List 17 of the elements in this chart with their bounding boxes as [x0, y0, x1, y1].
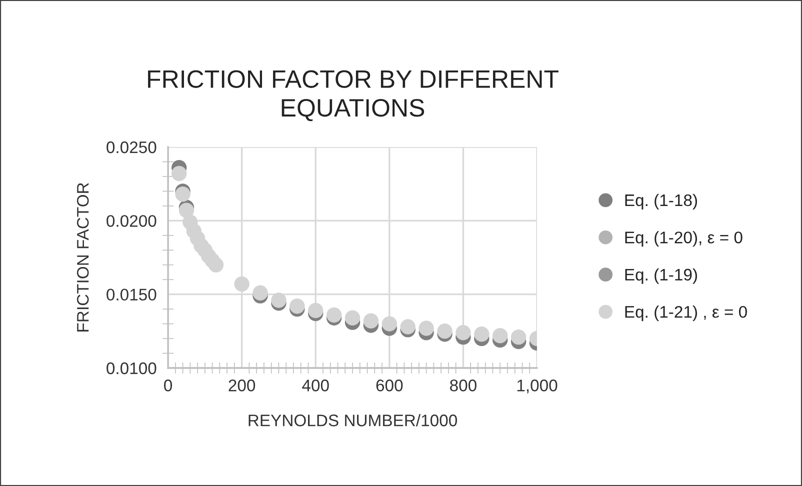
x-tick-label: 800 — [450, 380, 476, 392]
legend-label: Eq. (1-21) , ε = 0 — [625, 306, 747, 322]
x-tick-label: 0 — [164, 380, 172, 392]
y-tick-label: 0.0150 — [106, 288, 156, 301]
y-tick-label: 0.0200 — [106, 215, 156, 227]
y-tick-label: 0.0250 — [106, 141, 156, 154]
x-tick-label: 200 — [228, 380, 256, 392]
x-tick-label: 1,000 — [517, 380, 558, 394]
y-tick-label: 0.0100 — [106, 362, 156, 374]
legend-label: Eq. (1-20), ε = 0 — [625, 231, 742, 247]
legend-label: Eq. (1-19) — [625, 268, 697, 284]
x-axis-title: REYNOLDS NUMBER/1000 — [248, 414, 457, 426]
x-tick-label: 600 — [376, 380, 403, 392]
x-tick-label: 400 — [302, 380, 329, 392]
chart-title: FRICTION FACTOR BY DIFFERENT EQUATIONS — [148, 70, 558, 122]
legend-label: Eq. (1-18) — [625, 194, 697, 210]
y-axis-title: FRICTION FACTOR — [76, 182, 89, 332]
